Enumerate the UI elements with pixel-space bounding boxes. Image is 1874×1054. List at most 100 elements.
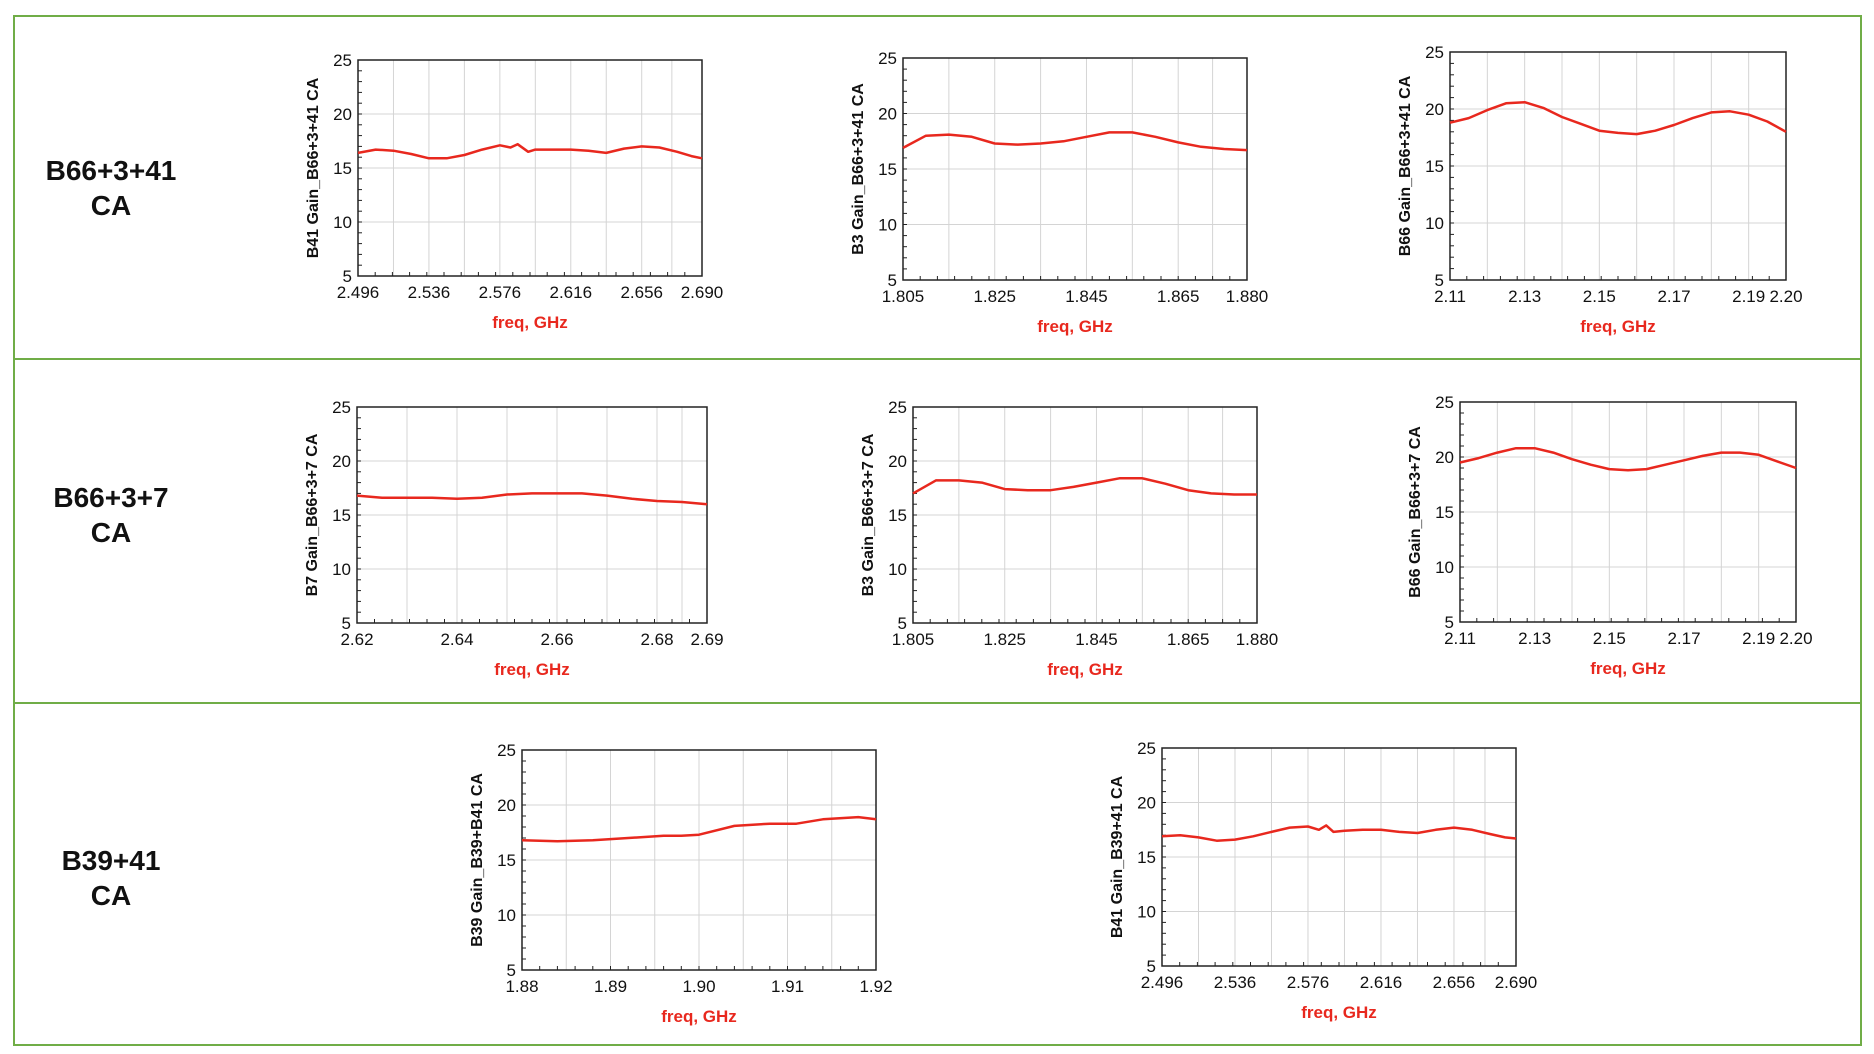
y-tick-label: 25 xyxy=(1435,393,1454,412)
row-label-line2: CA xyxy=(90,880,132,911)
y-axis-label: B41 Gain_B39+41 CA xyxy=(1109,775,1126,938)
y-tick-label: 25 xyxy=(332,398,351,417)
x-tick-label: 2.11 xyxy=(1444,629,1476,648)
y-tick-label: 10 xyxy=(497,906,516,925)
x-tick-label: 1.845 xyxy=(1075,630,1118,649)
x-tick-label: 1.91 xyxy=(771,977,804,996)
y-tick-label: 25 xyxy=(1425,43,1444,62)
y-tick-label: 5 xyxy=(343,267,352,286)
y-tick-label: 25 xyxy=(888,398,907,417)
row-label-line2: CA xyxy=(90,190,132,221)
y-axis-label: B7 Gain_B66+3+7 CA xyxy=(304,433,321,596)
y-tick-label: 5 xyxy=(1445,613,1454,632)
y-tick-label: 10 xyxy=(888,560,907,579)
y-tick-label: 5 xyxy=(898,614,907,633)
x-tick-label: 2.690 xyxy=(681,283,724,302)
x-axis-label: freq, GHz xyxy=(1590,659,1666,678)
x-tick-label: 2.20 xyxy=(1769,287,1802,306)
chart-b39-gain-b39-b41: 5 10 15 20 25 1.88 1.89 1.90 1.91 1.92 freq, GHz B3… xyxy=(469,741,893,1026)
x-tick-label: 2.17 xyxy=(1657,287,1690,306)
x-tick-label: 2.15 xyxy=(1593,629,1626,648)
gain-trace xyxy=(1449,100,1787,136)
chart-b66-gain-b66-3-41: 5 10 15 20 25 2.11 2.13 2.15 2.17 2.19 2.20 freq, G… xyxy=(1397,43,1803,336)
x-axis-label: freq, GHz xyxy=(494,660,570,679)
x-tick-label: 2.616 xyxy=(1360,973,1403,992)
x-tick-label: 1.880 xyxy=(1236,630,1279,649)
x-tick-label: 2.616 xyxy=(550,283,593,302)
panel-frame xyxy=(13,15,1862,1046)
x-tick-label: 1.845 xyxy=(1065,287,1108,306)
y-tick-label: 15 xyxy=(1425,157,1444,176)
x-axis-label: freq, GHz xyxy=(661,1007,737,1026)
y-tick-label: 25 xyxy=(497,741,516,760)
x-tick-label: 2.20 xyxy=(1779,629,1812,648)
y-tick-label: 5 xyxy=(507,961,516,980)
y-tick-label: 20 xyxy=(333,105,352,124)
row-label-b66-3-7: B66+3+7 CA xyxy=(21,480,201,550)
y-axis-label: B66 Gain_B66+3+41 CA xyxy=(1397,75,1414,256)
chart-b41-gain-b39-41: 5 10 15 20 25 2.496 2.536 2.576 2.616 2.656 2.690 f… xyxy=(1109,739,1538,1022)
chart-b3-gain-b66-3-7: 5 10 15 20 25 1.805 1.825 1.845 1.865 1.880 freq, … xyxy=(860,398,1279,679)
x-tick-label: 2.66 xyxy=(540,630,573,649)
y-axis-label: B66 Gain_B66+3+7 CA xyxy=(1407,426,1424,598)
x-tick-label: 2.64 xyxy=(440,630,473,649)
x-tick-label: 2.536 xyxy=(1214,973,1257,992)
x-tick-label: 2.19 xyxy=(1742,629,1775,648)
gain-trace xyxy=(902,131,1248,152)
x-tick-label: 2.496 xyxy=(1141,973,1184,992)
y-tick-label: 20 xyxy=(888,452,907,471)
gain-trace xyxy=(521,815,877,843)
x-tick-label: 2.496 xyxy=(337,283,380,302)
x-tick-label: 2.17 xyxy=(1667,629,1700,648)
x-tick-label: 2.13 xyxy=(1518,629,1551,648)
chart-b41-gain-b66-3-41: 5 10 15 20 25 2.496 2.536 2.576 2.616 2.656 2.690 f… xyxy=(305,51,724,332)
x-tick-label: 2.690 xyxy=(1495,973,1538,992)
y-tick-label: 15 xyxy=(1435,503,1454,522)
x-tick-label: 2.68 xyxy=(640,630,673,649)
y-tick-label: 5 xyxy=(1147,957,1156,976)
row-label-line2: CA xyxy=(90,517,132,548)
y-tick-label: 10 xyxy=(1435,558,1454,577)
row-divider xyxy=(13,358,1862,360)
y-tick-label: 20 xyxy=(878,105,897,124)
x-tick-label: 2.11 xyxy=(1434,287,1466,306)
gain-trace xyxy=(357,142,703,160)
y-tick-label: 20 xyxy=(497,796,516,815)
row-label-b39-41: B39+41 CA xyxy=(21,843,201,913)
y-tick-label: 15 xyxy=(888,506,907,525)
y-tick-label: 10 xyxy=(1137,903,1156,922)
x-tick-label: 2.19 xyxy=(1732,287,1765,306)
chart-b3-gain-b66-3-41: 5 10 15 20 25 1.805 1.825 1.845 1.865 1.880 freq, … xyxy=(850,49,1269,336)
chart-b66-gain-b66-3-7: 5 10 15 20 25 2.11 2.13 2.15 2.17 2.19 2.20 freq, G… xyxy=(1407,393,1813,678)
x-tick-label: 1.805 xyxy=(892,630,935,649)
x-tick-label: 2.576 xyxy=(1287,973,1330,992)
y-tick-label: 15 xyxy=(333,159,352,178)
x-tick-label: 1.865 xyxy=(1167,630,1210,649)
row-label-line1: B66+3+7 xyxy=(53,482,169,513)
y-tick-label: 5 xyxy=(1435,271,1444,290)
x-axis-label: freq, GHz xyxy=(1037,317,1113,336)
row-label-b66-3-41: B66+3+41 CA xyxy=(21,153,201,223)
y-tick-label: 10 xyxy=(1425,214,1444,233)
x-tick-label: 2.656 xyxy=(1433,973,1476,992)
y-tick-label: 20 xyxy=(1425,100,1444,119)
y-tick-label: 15 xyxy=(497,851,516,870)
gain-trace xyxy=(356,492,708,506)
x-tick-label: 1.88 xyxy=(505,977,538,996)
x-tick-label: 1.90 xyxy=(682,977,715,996)
x-tick-label: 2.62 xyxy=(340,630,373,649)
x-tick-label: 1.92 xyxy=(859,977,892,996)
x-axis-label: freq, GHz xyxy=(1047,660,1123,679)
x-tick-label: 1.880 xyxy=(1226,287,1269,306)
x-axis-label: freq, GHz xyxy=(492,313,568,332)
gain-trace xyxy=(912,477,1257,496)
row-divider xyxy=(13,702,1862,704)
x-tick-label: 1.825 xyxy=(983,630,1026,649)
y-tick-label: 5 xyxy=(342,614,351,633)
x-tick-label: 2.69 xyxy=(690,630,723,649)
y-tick-label: 25 xyxy=(878,49,897,68)
y-axis-label: B3 Gain_B66+3+7 CA xyxy=(860,433,877,596)
chart-b7-gain-b66-3-7: 5 10 15 20 25 2.62 2.64 2.66 2.68 2.69 freq, GHz B7… xyxy=(304,398,724,679)
y-tick-label: 25 xyxy=(1137,739,1156,758)
row-label-line1: B66+3+41 xyxy=(45,155,177,186)
